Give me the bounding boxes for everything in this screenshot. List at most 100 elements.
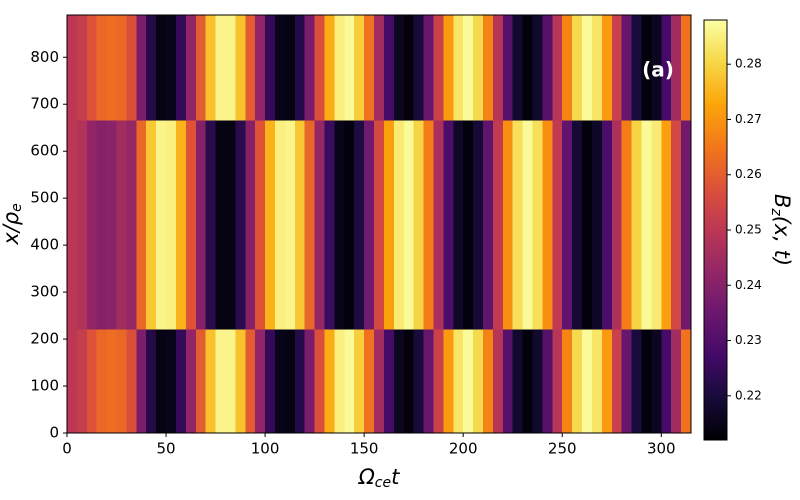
x-tick-label: 0 bbox=[62, 440, 72, 458]
heat-cell bbox=[195, 120, 207, 330]
colorbar-swatch bbox=[704, 77, 727, 81]
heat-cell bbox=[473, 15, 484, 121]
colorbar-tick-label: 0.22 bbox=[735, 388, 762, 402]
heat-cell bbox=[512, 120, 524, 330]
colorbar-swatch bbox=[704, 257, 727, 261]
heat-cell bbox=[502, 120, 514, 330]
colorbar-swatch bbox=[704, 170, 727, 174]
colorbar-swatch bbox=[704, 242, 727, 246]
heat-cell bbox=[225, 15, 236, 121]
colorbar-tick-label: 0.27 bbox=[735, 112, 762, 126]
heat-cell bbox=[681, 15, 692, 121]
heat-cell bbox=[294, 15, 306, 121]
colorbar-swatch bbox=[704, 50, 727, 54]
colorbar-swatch bbox=[704, 167, 727, 171]
plot-frame bbox=[66, 14, 692, 434]
heat-cell bbox=[403, 120, 415, 330]
colorbar-swatch bbox=[704, 56, 727, 60]
colorbar-swatch bbox=[704, 236, 727, 240]
heat-cell bbox=[522, 120, 534, 330]
heat-cell bbox=[225, 120, 236, 330]
colorbar-swatch bbox=[704, 32, 727, 36]
heat-cell bbox=[334, 120, 345, 330]
heat-cell bbox=[96, 15, 108, 121]
heat-cell bbox=[443, 120, 454, 330]
colorbar-swatch bbox=[704, 92, 727, 96]
colorbar-swatch bbox=[704, 119, 727, 123]
y-tick-label: 500 bbox=[30, 189, 59, 207]
heat-cell bbox=[86, 15, 98, 121]
heat-cell bbox=[383, 15, 395, 121]
heat-cell bbox=[156, 120, 167, 330]
colorbar-swatch bbox=[704, 260, 727, 264]
colorbar-swatch bbox=[704, 305, 727, 309]
heat-cell bbox=[304, 15, 316, 121]
colorbar-swatch bbox=[704, 110, 727, 114]
heat-cell bbox=[225, 329, 236, 433]
heat-cell bbox=[255, 120, 266, 330]
heat-cell bbox=[621, 120, 633, 330]
colorbar-swatch bbox=[704, 38, 727, 42]
heat-cell bbox=[294, 120, 306, 330]
heat-cell bbox=[552, 15, 563, 121]
colorbar-swatch bbox=[704, 323, 727, 327]
heat-cell bbox=[76, 329, 88, 433]
heat-cell bbox=[67, 15, 78, 121]
x-label-tail: t bbox=[391, 465, 400, 489]
heat-cell bbox=[423, 15, 435, 121]
heat-cell bbox=[364, 120, 375, 330]
heat-cell bbox=[393, 15, 405, 121]
heat-cell bbox=[661, 15, 672, 121]
colorbar-tick-label: 0.23 bbox=[735, 333, 762, 347]
y-tick-label: 600 bbox=[30, 142, 59, 160]
heat-cell bbox=[532, 120, 544, 330]
heat-cell bbox=[393, 329, 405, 433]
y-tick-label: 400 bbox=[30, 236, 59, 254]
heat-cell bbox=[275, 15, 286, 121]
colorbar-swatch bbox=[704, 296, 727, 300]
colorbar-swatch bbox=[704, 437, 727, 441]
heat-cell bbox=[641, 329, 652, 433]
heat-cell bbox=[542, 15, 553, 121]
heat-cell bbox=[601, 329, 613, 433]
colorbar-swatch bbox=[704, 284, 727, 288]
colorbar-swatch bbox=[704, 74, 727, 78]
colorbar-swatch bbox=[704, 392, 727, 396]
heat-cell bbox=[483, 15, 494, 121]
colorbar-swatch bbox=[704, 122, 727, 126]
colorbar-swatch bbox=[704, 182, 727, 186]
cbar-label-base: B bbox=[770, 194, 794, 208]
heat-cell bbox=[453, 120, 464, 330]
heat-cell bbox=[215, 329, 227, 433]
colorbar-swatch bbox=[704, 290, 727, 294]
heat-cell bbox=[344, 329, 355, 433]
heat-cell bbox=[572, 15, 583, 121]
x-tick-label: 300 bbox=[647, 440, 676, 458]
colorbar-swatch bbox=[704, 185, 727, 189]
colorbar-swatch bbox=[704, 251, 727, 255]
heat-cell bbox=[463, 15, 474, 121]
colorbar-swatch bbox=[704, 206, 727, 210]
heat-cell bbox=[185, 15, 197, 121]
heat-cell bbox=[314, 329, 326, 433]
heat-cell bbox=[671, 15, 682, 121]
heat-cell bbox=[205, 120, 217, 330]
colorbar-swatch bbox=[704, 413, 727, 417]
heat-cell bbox=[383, 120, 395, 330]
heat-cell bbox=[205, 329, 217, 433]
colorbar-swatch bbox=[704, 59, 727, 63]
colorbar-swatch bbox=[704, 395, 727, 399]
heat-cell bbox=[483, 329, 494, 433]
y-tick-label: 700 bbox=[30, 95, 59, 113]
heat-cell bbox=[542, 329, 553, 433]
colorbar-swatch bbox=[704, 326, 727, 330]
heat-cell bbox=[562, 329, 573, 433]
heat-cell bbox=[374, 15, 385, 121]
colorbar-swatch bbox=[704, 20, 727, 24]
colorbar-swatch bbox=[704, 89, 727, 93]
colorbar-swatch bbox=[704, 428, 727, 432]
colorbar-swatch bbox=[704, 113, 727, 117]
colorbar-swatch bbox=[704, 104, 727, 108]
y-tick-label: 800 bbox=[30, 48, 59, 66]
heat-cell bbox=[334, 15, 345, 121]
